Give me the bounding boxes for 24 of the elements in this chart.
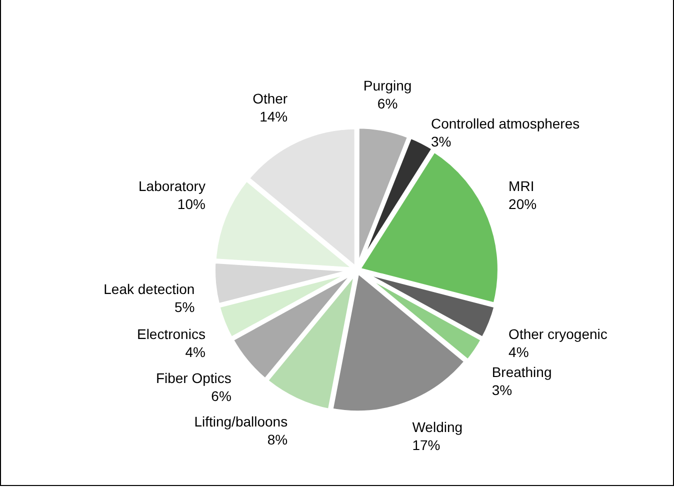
data-label: 10% [177, 196, 206, 212]
slice-label: Welding [412, 419, 463, 436]
data-label: 4% [508, 344, 529, 360]
slice-label: Other [252, 90, 288, 106]
slice-label: Controlled atmospheres [431, 116, 580, 132]
data-label: 8% [267, 431, 288, 448]
slice-label: Purging [363, 78, 412, 94]
data-label: 20% [508, 196, 537, 212]
data-label: 17% [412, 437, 440, 454]
data-label: 3% [431, 134, 452, 150]
slice-label: Lifting/balloons [194, 413, 288, 430]
data-label: 4% [185, 344, 206, 360]
slice-label: Electronics [136, 326, 206, 342]
data-label: 14% [260, 108, 288, 124]
data-label: 5% [174, 299, 195, 316]
slice-label: Laboratory [138, 178, 206, 194]
data-label: 3% [492, 382, 512, 398]
slice-label: Leak detection [104, 281, 195, 298]
slice-label: Other cryogenic [508, 326, 608, 342]
slice-label: MRI [508, 178, 534, 194]
slice-label: Fiber Optics [156, 370, 232, 386]
data-label: 6% [211, 388, 232, 404]
data-label: 6% [377, 96, 398, 112]
slice-label: Breathing [492, 364, 552, 380]
